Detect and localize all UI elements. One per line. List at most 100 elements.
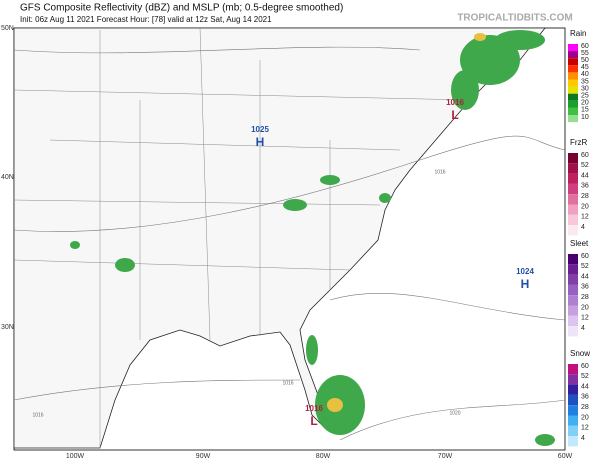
legend-label: 12 [581,425,589,432]
legend-label: 4 [581,435,585,442]
legend-label: 52 [581,162,589,169]
site-name: TROPICALTIDBITS.COM [457,13,572,24]
legend-swatch [568,264,578,275]
legend-label: 60 [581,253,589,260]
pressure-symbol: L [451,108,458,122]
isobars [13,46,566,441]
legend-swatch [568,107,578,115]
legend-swatch [568,72,578,80]
legend-swatch [568,44,578,52]
isobar-label: 1016 [32,412,43,418]
legend-swatch [568,374,578,385]
legend-label: 35 [581,78,589,85]
legend-label: 30 [581,85,589,92]
pressure-symbol: H [256,135,265,149]
legend-swatch [568,183,578,195]
legend-label: 28 [581,193,589,200]
legend-swatch [568,194,578,205]
state-borders [13,27,471,448]
legend-label: 20 [581,203,589,210]
legend-title: Sleet [570,239,589,248]
lon-label: 100W [66,453,85,460]
legend-label: 60 [581,43,589,50]
legend-swatch [568,315,578,327]
legend-label: 60 [581,363,589,370]
pressure-value: 1025 [251,125,269,134]
pressure-value: 1016 [446,98,464,107]
legend-title: Snow [570,349,590,358]
legend-swatch [568,79,578,87]
isobar-label: 1016 [282,380,293,386]
legend-swatch [568,305,578,316]
legend-label: 40 [581,71,589,78]
legend-swatch [568,254,578,265]
legend-swatch [568,415,578,426]
legend-swatch [568,326,578,337]
legend-label: 10 [581,114,589,121]
lon-label: 70W [438,453,453,460]
legend-swatch [568,405,578,416]
legend-label: 20 [581,414,589,421]
legend-title: Rain [570,29,586,38]
legend-swatch [568,65,578,73]
legend-swatch [568,436,578,447]
legend-label: 44 [581,172,589,179]
legend-swatch [568,394,578,406]
legend-label: 52 [581,263,589,270]
legend-label: 36 [581,183,589,190]
lon-label: 60W [558,453,573,460]
legend-label: 44 [581,383,589,390]
legend-swatch [568,204,578,215]
lon-label: 80W [316,453,331,460]
legend-label: 15 [581,107,589,114]
pressure-symbol: L [310,414,317,428]
lat-label: 30N [1,324,14,331]
lon-label: 90W [196,453,211,460]
legend-label: 36 [581,394,589,401]
legend-swatch [568,364,578,375]
legend-label: 52 [581,373,589,380]
legend-title: FrzR [570,138,588,147]
pressure-value: 1016 [305,404,323,413]
legend-label: 20 [581,100,589,107]
legend-label: 36 [581,284,589,291]
legend-swatch [568,225,578,236]
legend-label: 20 [581,304,589,311]
legend-label: 28 [581,294,589,301]
subtitle: Init: 06z Aug 11 2021 Forecast Hour: [78… [20,15,272,24]
legend-label: 4 [581,224,585,231]
legend-label: 44 [581,273,589,280]
legend-swatch [568,153,578,164]
legend-swatch [568,284,578,296]
lat-label: 50N [1,25,14,32]
legend-swatch [568,100,578,108]
heavy-precip [474,33,486,41]
legend-swatch [568,163,578,174]
legend-swatch [568,173,578,184]
pressure-value: 1024 [516,267,534,276]
legend-swatch [568,384,578,395]
legend-label: 60 [581,152,589,159]
legend-swatch [568,295,578,306]
legend-label: 50 [581,57,589,64]
legend-label: 12 [581,214,589,221]
legend-label: 12 [581,315,589,322]
legend-label: 55 [581,50,589,57]
pressure-symbol: H [521,277,530,291]
lat-label: 40N [1,174,14,181]
legend-swatch [568,86,578,94]
legend-swatch [568,115,578,123]
legend-swatch [568,58,578,66]
legend-label: 45 [581,64,589,71]
legend-swatch [568,51,578,59]
legend-label: 28 [581,404,589,411]
legend-label: 25 [581,93,589,100]
title: GFS Composite Reflectivity (dBZ) and MSL… [20,3,343,14]
isobar-label: 1020 [449,410,460,416]
map [13,27,566,451]
legend-swatch [568,274,578,285]
legend-swatch [568,214,578,226]
isobar-label: 1016 [434,169,445,175]
legend-label: 4 [581,325,585,332]
